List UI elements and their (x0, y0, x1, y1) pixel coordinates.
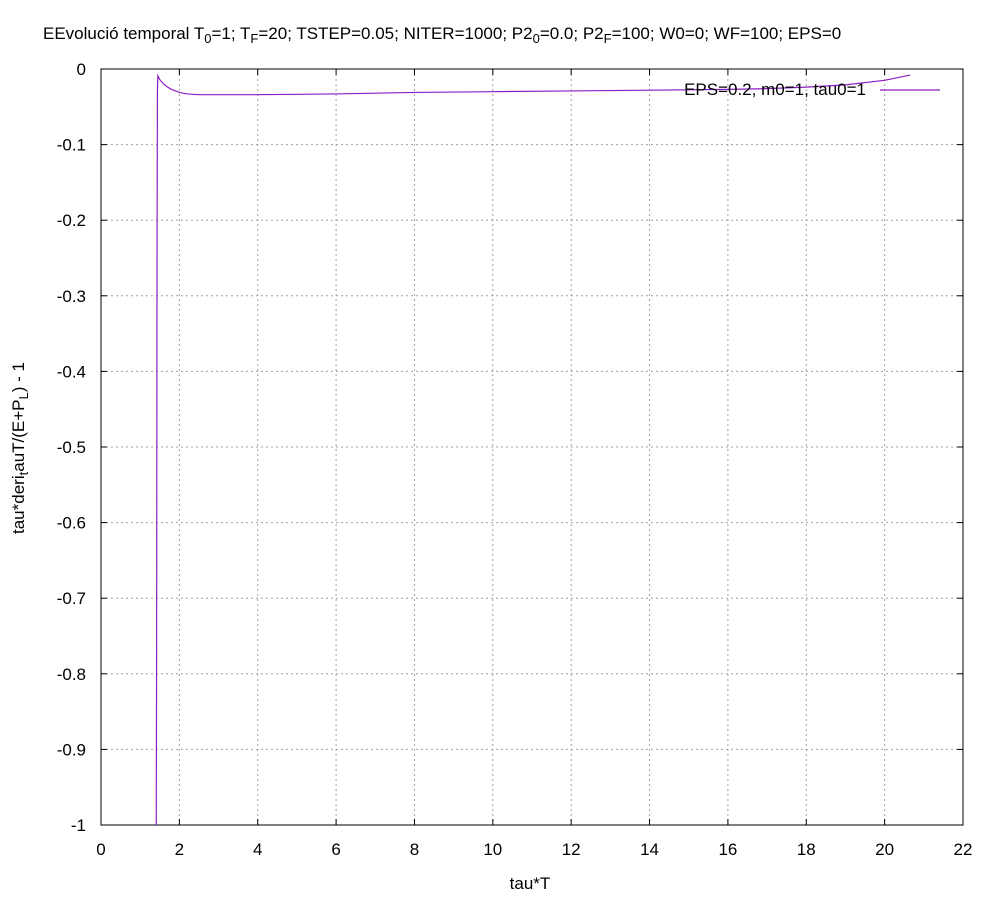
x-tick-label: 8 (410, 840, 419, 859)
text-run: EEvolució temporal T (43, 24, 204, 43)
x-tick-label: 16 (718, 840, 737, 859)
y-tick-label: -0.5 (57, 438, 86, 457)
y-tick-label: -0.1 (57, 136, 86, 155)
series-layer (155, 73, 911, 826)
series-line (155, 73, 911, 826)
x-tick-label: 6 (331, 840, 340, 859)
y-tick-label: 0 (77, 60, 86, 79)
y-tick-label: -0.2 (57, 211, 86, 230)
y-tick-label: -0.4 (57, 362, 86, 381)
legend-label: EPS=0.2, m0=1, tau0=1 (684, 80, 866, 99)
subscript: t (16, 471, 31, 475)
x-tick-label: 2 (175, 840, 184, 859)
chart-title: EEvolució temporal T0=1; TF=20; TSTEP=0.… (43, 24, 841, 46)
y-axis-label: tau*deritauT/(E+PL) - 1 (9, 362, 31, 534)
y-tick-label: -0.9 (57, 740, 86, 759)
text-run: ) - 1 (9, 362, 28, 392)
subscript: 0 (533, 31, 540, 46)
grid (101, 69, 963, 825)
y-tick-label: -0.7 (57, 589, 86, 608)
x-tick-label: 20 (875, 840, 894, 859)
text-run: =20; TSTEP=0.05; NITER=1000; P2 (258, 24, 532, 43)
y-tick-label: -0.6 (57, 514, 86, 533)
subscript: 0 (204, 31, 211, 46)
x-axis-label: tau*T (510, 874, 551, 893)
subscript: F (604, 31, 612, 46)
subscript: F (250, 31, 258, 46)
x-tick-label: 14 (640, 840, 659, 859)
x-tick-label: 0 (96, 840, 105, 859)
subscript: L (16, 392, 31, 399)
x-tick-label: 22 (954, 840, 973, 859)
y-tick-label: -0.8 (57, 665, 86, 684)
x-tick-label: 12 (562, 840, 581, 859)
y-tick-label: -1 (71, 816, 86, 835)
y-tick-label: -0.3 (57, 287, 86, 306)
legend: EPS=0.2, m0=1, tau0=1 (684, 80, 940, 99)
y-axis: 0 -0.1 -0.2 -0.3 -0.4 -0.5 -0.6 -0.7 -0.8 -0.9 -1 (57, 60, 963, 835)
text-run: =100; W0=0; WF=100; EPS=0 (612, 24, 842, 43)
text-run: tau*deri (9, 475, 28, 534)
text-run: =0.0; P2 (540, 24, 604, 43)
text-run: =1; T (212, 24, 251, 43)
x-axis: 0 2 4 6 8 10 12 14 16 18 20 22 (96, 69, 972, 859)
x-tick-label: 18 (797, 840, 816, 859)
text-run: auT/(E+P (9, 399, 28, 471)
x-tick-label: 10 (483, 840, 502, 859)
x-tick-label: 4 (253, 840, 262, 859)
